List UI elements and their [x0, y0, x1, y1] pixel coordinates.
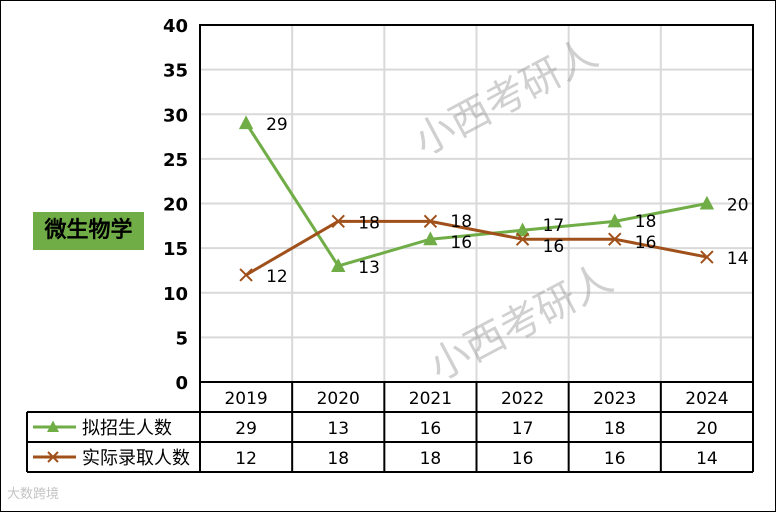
data-point	[423, 214, 438, 229]
table-cell-value: 13	[327, 419, 349, 439]
legend-marker	[47, 451, 59, 463]
data-point	[515, 232, 530, 246]
legend-label: 拟招生人数	[82, 418, 172, 439]
x-category-label: 2021	[409, 389, 452, 409]
x-category-label: 2020	[317, 389, 360, 409]
y-tick-label: 40	[163, 16, 188, 37]
y-tick-label: 5	[175, 328, 188, 349]
y-tick-label: 35	[163, 61, 188, 82]
data-point	[331, 258, 346, 272]
y-tick-label: 15	[163, 239, 188, 260]
x-category-label: 2019	[224, 389, 267, 409]
data-label: 16	[635, 233, 657, 253]
table-cell-value: 16	[604, 449, 626, 469]
data-label: 29	[266, 115, 288, 135]
data-point	[423, 231, 438, 246]
data-point	[608, 232, 622, 246]
data-label: 17	[543, 216, 565, 236]
y-tick-label: 0	[175, 373, 188, 394]
table-cell-value: 16	[512, 449, 534, 469]
data-label: 20	[727, 196, 749, 216]
data-label: 13	[358, 258, 380, 278]
series-line	[245, 219, 708, 277]
data-point	[699, 195, 715, 210]
table-cell-value: 20	[696, 419, 718, 439]
chart-title: 微生物学	[33, 212, 144, 250]
y-tick-label: 10	[163, 284, 188, 305]
data-label: 14	[727, 249, 749, 269]
data-point	[700, 250, 714, 264]
y-tick-label: 30	[163, 105, 188, 126]
data-point	[515, 222, 530, 237]
data-point	[331, 214, 345, 229]
legend-label: 实际录取人数	[82, 448, 190, 469]
data-label: 12	[266, 267, 288, 287]
table-cell-value: 12	[235, 449, 257, 469]
table-cell-value: 29	[235, 419, 257, 439]
series-line	[244, 122, 708, 268]
data-label: 16	[543, 237, 565, 257]
table-cell-value: 18	[420, 449, 442, 469]
table-cell-value: 14	[696, 449, 718, 469]
x-category-label: 2022	[501, 389, 544, 409]
data-label: 18	[450, 212, 472, 232]
table-cell-value: 17	[512, 419, 534, 439]
logo-watermark: 大数跨境	[7, 487, 60, 502]
data-label: 16	[450, 233, 472, 253]
y-tick-label: 20	[163, 195, 188, 216]
x-category-label: 2023	[593, 389, 636, 409]
table-cell-value: 16	[420, 419, 442, 439]
data-label: 18	[358, 213, 380, 233]
data-point	[239, 268, 253, 282]
legend-marker	[47, 420, 59, 432]
y-tick-label: 25	[163, 150, 188, 171]
table-cell-value: 18	[604, 419, 626, 439]
data-point	[238, 115, 254, 130]
data-label: 18	[635, 212, 657, 232]
data-point	[607, 213, 622, 228]
x-category-label: 2024	[685, 389, 728, 409]
table-cell-value: 18	[327, 449, 349, 469]
